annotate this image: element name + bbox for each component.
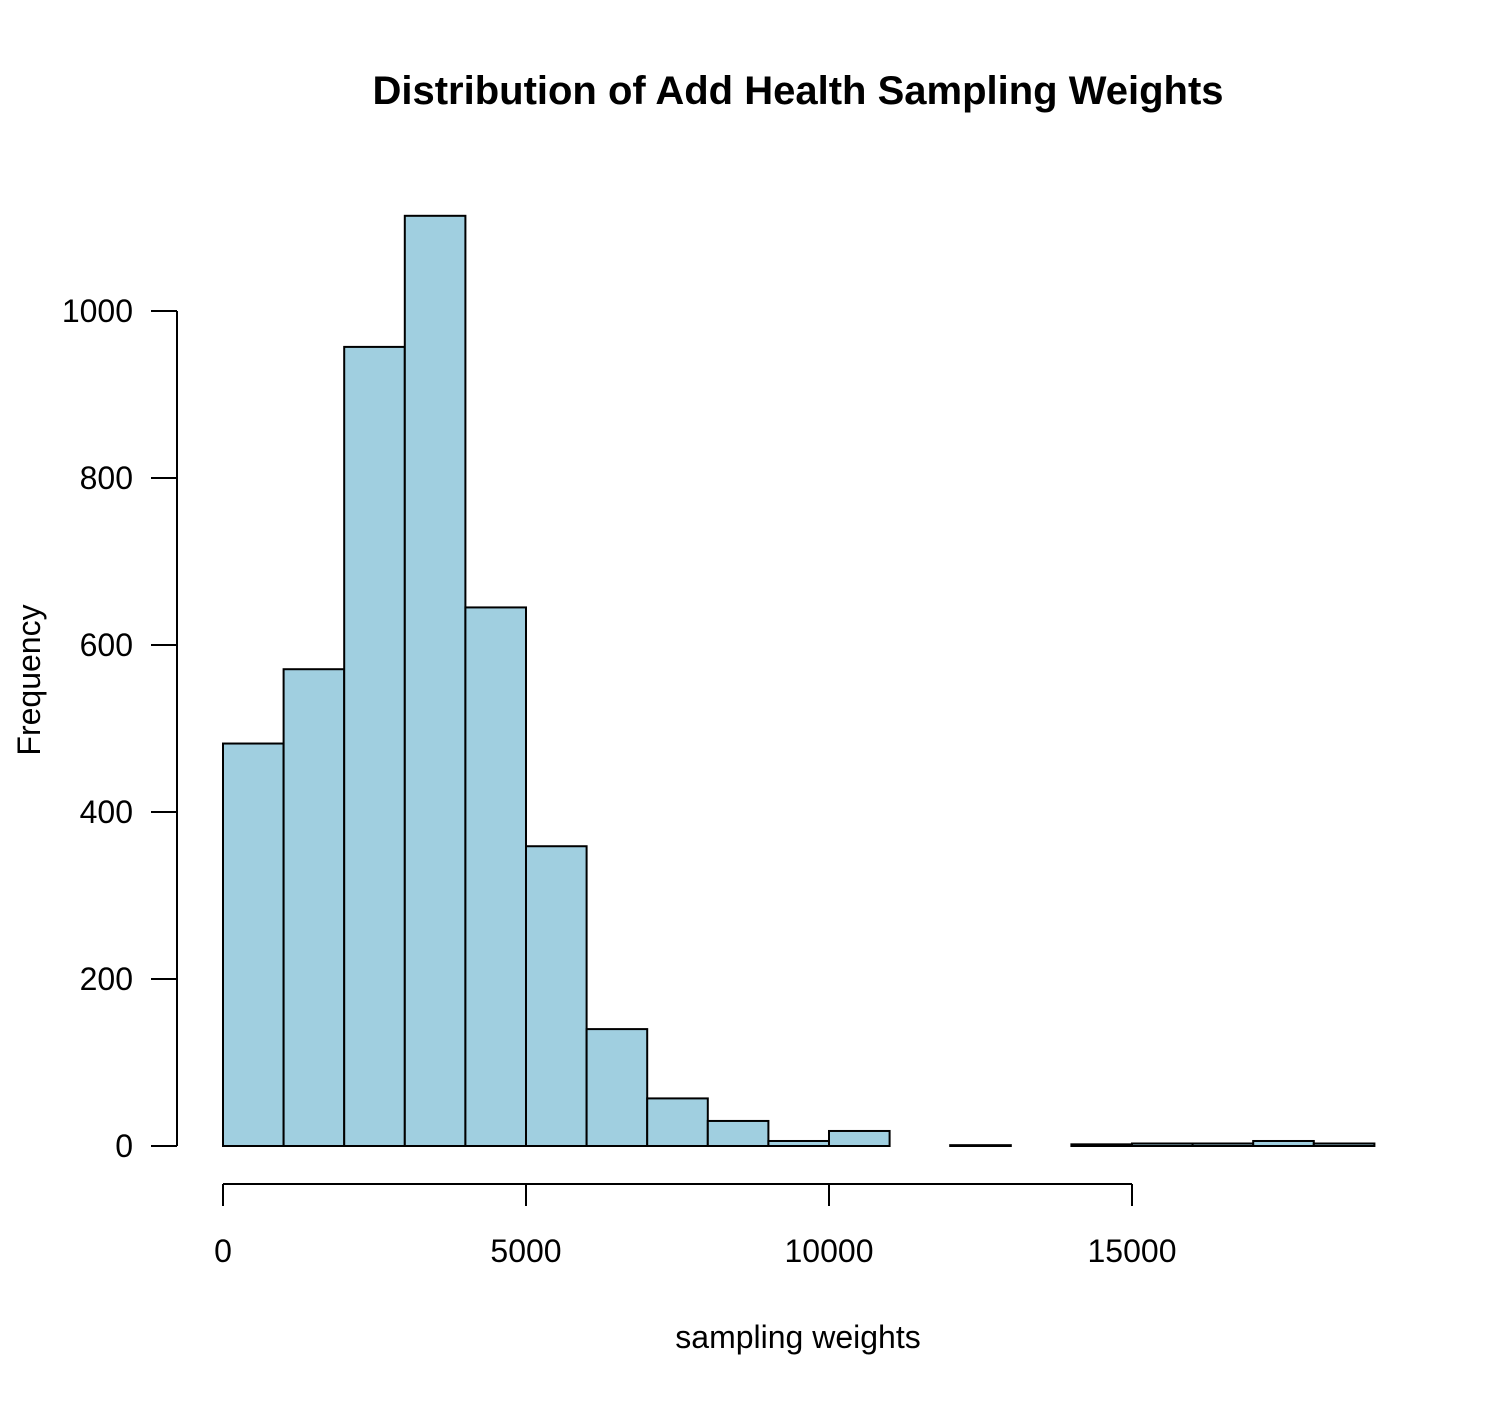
histogram-bar-0 (222, 742, 285, 1148)
y-tick-label: 400 (80, 794, 133, 830)
chart-title: Distribution of Add Health Sampling Weig… (372, 69, 1223, 113)
y-tick-label: 0 (115, 1128, 133, 1164)
histogram-bar-16 (1191, 1142, 1255, 1147)
x-tick-label: 15000 (1088, 1233, 1177, 1269)
x-tick-label: 5000 (490, 1233, 561, 1269)
histogram-bar-8 (706, 1119, 770, 1147)
x-tick-label: 10000 (785, 1233, 874, 1269)
y-tick-label: 1000 (62, 293, 133, 329)
histogram-bar-15 (1131, 1142, 1194, 1147)
histogram-bar-18 (1312, 1142, 1376, 1147)
histogram-bar-2 (343, 345, 406, 1147)
y-tick-label: 600 (80, 627, 133, 663)
histogram-bar-4 (464, 606, 527, 1147)
histogram-bar-3 (403, 214, 467, 1147)
y-axis-label: Frequency (11, 604, 47, 755)
x-tick-label: 0 (214, 1233, 232, 1269)
histogram-bar-12 (949, 1144, 1012, 1148)
histogram-bars (222, 214, 1376, 1148)
x-axis: 0 5000 10000 15000 (214, 1183, 1177, 1269)
histogram-bar-14 (1070, 1143, 1134, 1147)
histogram-bar-9 (767, 1139, 831, 1147)
histogram-bar-5 (525, 845, 588, 1147)
histogram-bar-7 (646, 1097, 709, 1148)
histogram-bar-17 (1252, 1139, 1315, 1147)
histogram-bar-6 (585, 1028, 649, 1147)
y-tick-label: 800 (80, 460, 133, 496)
histogram-bar-10 (828, 1129, 891, 1147)
x-axis-label: sampling weights (675, 1319, 920, 1355)
histogram-bar-1 (282, 668, 346, 1148)
y-axis: 0 200 400 600 800 1000 (62, 293, 178, 1164)
y-tick-label: 200 (80, 961, 133, 997)
